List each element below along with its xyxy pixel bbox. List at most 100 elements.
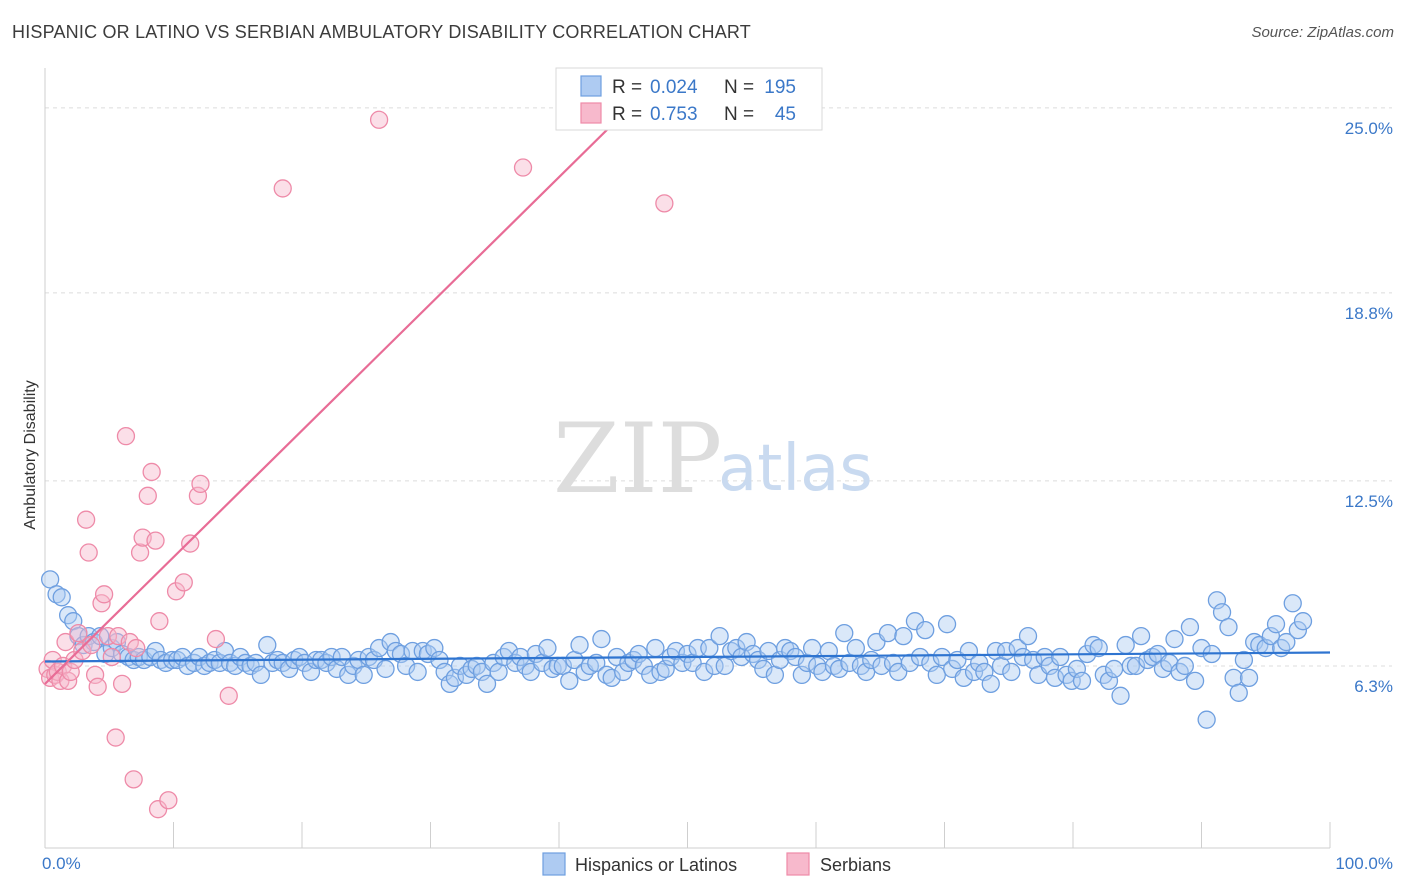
data-point: [200, 653, 219, 673]
data-point: [1277, 632, 1296, 652]
trend-line-serbians: [44, 113, 625, 685]
data-point: [872, 656, 891, 676]
data-point: [430, 650, 449, 670]
data-point: [802, 638, 822, 658]
y-tick-label: 6.3%: [1354, 677, 1393, 696]
data-point: [824, 656, 844, 676]
legend-r-value-hispanics: 0.024: [650, 77, 698, 98]
data-point: [195, 656, 214, 676]
data-point: [1165, 629, 1184, 649]
data-point: [1229, 683, 1248, 702]
source-credit: Source: ZipAtlas.com: [1251, 24, 1394, 41]
data-point: [102, 647, 121, 667]
data-point: [462, 659, 481, 679]
data-point: [98, 626, 118, 646]
data-point: [206, 629, 226, 649]
x-tick-labels: 0.0% 100.0%: [42, 854, 1393, 873]
data-point: [69, 623, 88, 643]
data-point: [181, 534, 200, 553]
series-hispanics-or-latinos: [40, 570, 1313, 729]
data-point: [1234, 650, 1254, 670]
data-point: [146, 531, 165, 550]
data-point: [1018, 626, 1038, 646]
bottom-legend-swatch-hispanics: [542, 852, 566, 876]
axes: [44, 68, 1331, 849]
data-point: [1072, 671, 1092, 691]
data-point: [792, 665, 812, 685]
bottom-legend-label-hispanics: Hispanics or Latinos: [575, 855, 737, 875]
data-point: [1197, 710, 1216, 729]
data-point: [710, 626, 729, 646]
y-axis-title: Ambulatory Disability: [22, 380, 39, 529]
data-point: [220, 653, 240, 673]
data-point: [94, 585, 114, 604]
data-point: [1013, 647, 1033, 667]
data-point: [425, 638, 444, 658]
data-point: [263, 653, 282, 673]
data-point: [381, 632, 400, 652]
data-point: [88, 677, 107, 696]
data-point: [1089, 638, 1108, 658]
data-point: [722, 641, 741, 661]
data-point: [1180, 617, 1200, 637]
data-point: [1138, 650, 1157, 670]
data-point: [1002, 662, 1021, 682]
legend-n-value-hispanics: 195: [764, 77, 796, 98]
data-point: [1099, 671, 1119, 691]
data-point: [560, 671, 579, 691]
y-tick-label: 25.0%: [1345, 119, 1393, 138]
data-point: [106, 728, 125, 747]
data-point: [76, 510, 96, 529]
trend-lines: [44, 113, 1331, 685]
data-point: [322, 647, 341, 667]
legend-swatch-hispanics: [580, 75, 602, 97]
data-point: [846, 638, 865, 658]
data-point: [408, 662, 427, 682]
data-point: [511, 647, 530, 667]
data-point: [1185, 671, 1205, 691]
legend-n-label: N =: [724, 77, 754, 98]
data-point: [124, 770, 143, 789]
data-point: [251, 665, 271, 685]
bottom-legend-swatch-serbians: [786, 852, 810, 876]
data-point: [1219, 617, 1238, 637]
data-point: [835, 623, 854, 643]
data-point: [656, 659, 675, 679]
data-point: [1035, 647, 1054, 667]
stats-legend: R = 0.024 N = 195 R = 0.753 N = 45: [555, 67, 823, 131]
data-point: [1283, 594, 1302, 613]
data-point: [646, 638, 665, 658]
data-point: [1207, 591, 1227, 610]
data-point: [878, 623, 898, 643]
data-point: [894, 626, 913, 646]
x-tick-label: 100.0%: [1335, 854, 1393, 873]
data-point: [570, 635, 589, 655]
data-point: [191, 474, 210, 494]
gridlines: [45, 107, 1392, 667]
data-point: [258, 635, 277, 655]
data-point: [932, 647, 952, 667]
data-point: [1008, 638, 1027, 658]
data-point: [538, 638, 557, 658]
data-point: [445, 668, 465, 688]
data-point: [146, 641, 165, 661]
data-point: [116, 426, 136, 446]
data-point: [354, 665, 373, 685]
data-point: [673, 653, 692, 673]
data-point: [301, 662, 321, 682]
data-point: [82, 635, 101, 655]
data-point: [142, 462, 161, 482]
data-point: [1062, 671, 1081, 691]
data-point: [1131, 626, 1151, 646]
x-tick-label: 0.0%: [42, 854, 81, 873]
legend-n-value-serbians: 45: [775, 104, 796, 125]
legend-r-value-serbians: 0.753: [650, 104, 698, 125]
data-point: [369, 110, 389, 129]
data-point: [1121, 656, 1140, 676]
data-point: [695, 662, 714, 682]
data-point: [477, 674, 497, 694]
data-point: [1104, 659, 1124, 679]
data-point: [678, 644, 697, 664]
series-serbians: [38, 110, 674, 819]
data-point: [1051, 647, 1070, 667]
